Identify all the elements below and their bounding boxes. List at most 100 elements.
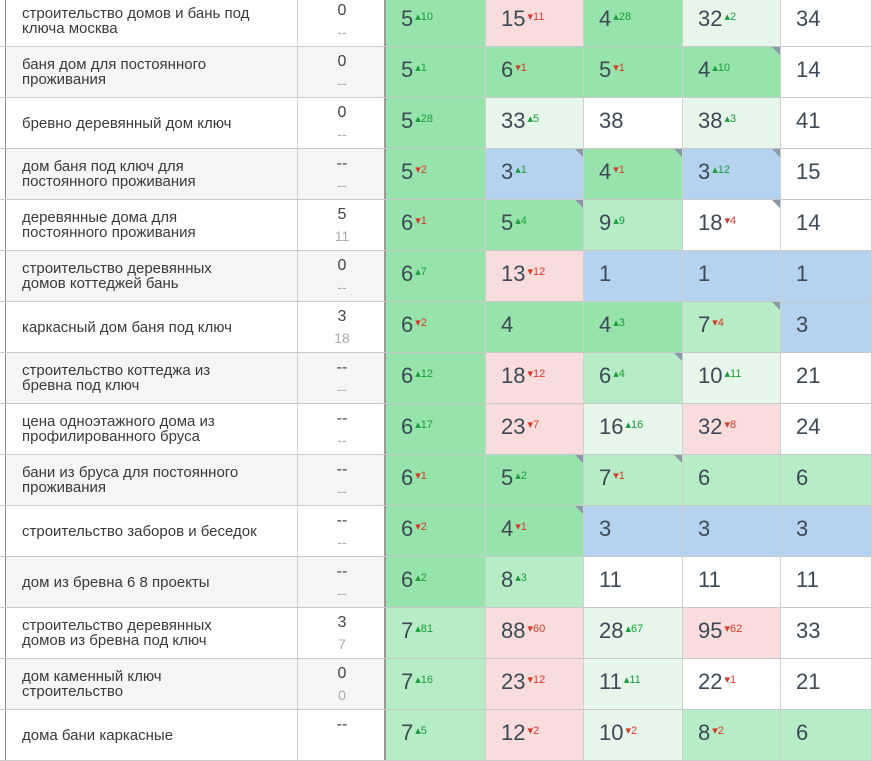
- position-cell[interactable]: 33: [781, 608, 872, 658]
- position-cell[interactable]: 6: [781, 710, 872, 760]
- position-cell[interactable]: 4 ▾1: [486, 506, 584, 556]
- table-row[interactable]: строительство деревянных домов коттеджей…: [0, 251, 872, 302]
- position-cell[interactable]: 3: [781, 302, 872, 352]
- position-cell[interactable]: 11: [683, 557, 781, 607]
- query-cell[interactable]: строительство домов и бань под ключа мос…: [6, 0, 298, 46]
- position-cell[interactable]: 13 ▾12: [486, 251, 584, 301]
- position-cell[interactable]: 32 ▴2: [683, 0, 781, 46]
- position-cell[interactable]: 3 ▴12: [683, 149, 781, 199]
- position-cell[interactable]: 5 ▾2: [386, 149, 486, 199]
- position-cell[interactable]: 7 ▴81: [386, 608, 486, 658]
- position-cell[interactable]: 11 ▴11: [584, 659, 683, 709]
- position-cell[interactable]: 11: [781, 557, 872, 607]
- position-cell[interactable]: 22 ▾1: [683, 659, 781, 709]
- table-row[interactable]: баня дом для постоянного проживания 0 -- 5 ▴…: [0, 47, 872, 98]
- query-cell[interactable]: строительство деревянных домов коттеджей…: [6, 251, 298, 301]
- position-cell[interactable]: 14: [781, 47, 872, 97]
- query-cell[interactable]: бани из бруса для постоянного проживания: [6, 455, 298, 505]
- position-cell[interactable]: 12 ▾2: [486, 710, 584, 760]
- position-cell[interactable]: 15 ▾11: [486, 0, 584, 46]
- query-cell[interactable]: деревянные дома для постоянного проживан…: [6, 200, 298, 250]
- position-cell[interactable]: 38: [584, 98, 683, 148]
- table-row[interactable]: дом каменный ключ строительство 0 0 7 ▴16 23 ▾…: [0, 659, 872, 710]
- table-row[interactable]: строительство деревянных домов из бревна…: [0, 608, 872, 659]
- position-cell[interactable]: 7 ▴16: [386, 659, 486, 709]
- position-cell[interactable]: 4: [486, 302, 584, 352]
- table-row[interactable]: строительство домов и бань под ключа мос…: [0, 0, 872, 47]
- position-cell[interactable]: 95 ▾62: [683, 608, 781, 658]
- position-cell[interactable]: 6 ▴4: [584, 353, 683, 403]
- position-cell[interactable]: 6 ▾2: [386, 506, 486, 556]
- position-cell[interactable]: 3: [781, 506, 872, 556]
- position-cell[interactable]: 41: [781, 98, 872, 148]
- position-cell[interactable]: 5 ▾1: [584, 47, 683, 97]
- table-row[interactable]: строительство заборов и беседок -- -- 6 ▾2 4 ▾…: [0, 506, 872, 557]
- position-cell[interactable]: 6 ▴17: [386, 404, 486, 454]
- position-cell[interactable]: 5 ▴1: [386, 47, 486, 97]
- query-cell[interactable]: строительство коттеджа из бревна под клю…: [6, 353, 298, 403]
- position-cell[interactable]: 6 ▾1: [486, 47, 584, 97]
- position-cell[interactable]: 21: [781, 353, 872, 403]
- position-cell[interactable]: 18 ▾12: [486, 353, 584, 403]
- position-cell[interactable]: 5 ▴10: [386, 0, 486, 46]
- position-cell[interactable]: 6: [683, 455, 781, 505]
- position-cell[interactable]: 15: [781, 149, 872, 199]
- position-cell[interactable]: 6: [781, 455, 872, 505]
- position-cell[interactable]: 8 ▾2: [683, 710, 781, 760]
- position-cell[interactable]: 7 ▾4: [683, 302, 781, 352]
- position-cell[interactable]: 6 ▾1: [386, 455, 486, 505]
- position-cell[interactable]: 4 ▾1: [584, 149, 683, 199]
- position-cell[interactable]: 7 ▾1: [584, 455, 683, 505]
- table-row[interactable]: деревянные дома для постоянного проживан…: [0, 200, 872, 251]
- table-row[interactable]: цена одноэтажного дома из профилированно…: [0, 404, 872, 455]
- position-cell[interactable]: 32 ▾8: [683, 404, 781, 454]
- position-cell[interactable]: 23 ▾12: [486, 659, 584, 709]
- position-cell[interactable]: 14: [781, 200, 872, 250]
- position-cell[interactable]: 6 ▾2: [386, 302, 486, 352]
- position-cell[interactable]: 3: [683, 506, 781, 556]
- position-cell[interactable]: 3 ▴1: [486, 149, 584, 199]
- table-row[interactable]: дом баня под ключ для постоянного прожив…: [0, 149, 872, 200]
- position-cell[interactable]: 10 ▴11: [683, 353, 781, 403]
- position-cell[interactable]: 5 ▴2: [486, 455, 584, 505]
- position-cell[interactable]: 4 ▴10: [683, 47, 781, 97]
- table-row[interactable]: бревно деревянный дом ключ 0 -- 5 ▴28 33 ▴5 38 3…: [0, 98, 872, 149]
- table-row[interactable]: дома бани каркасные -- 7 ▴5 12 ▾2 10 ▾2 8 ▾2 6: [0, 710, 872, 761]
- position-cell[interactable]: 6 ▴12: [386, 353, 486, 403]
- position-cell[interactable]: 4 ▴28: [584, 0, 683, 46]
- position-cell[interactable]: 23 ▾7: [486, 404, 584, 454]
- query-cell[interactable]: строительство деревянных домов из бревна…: [6, 608, 298, 658]
- position-cell[interactable]: 1: [584, 251, 683, 301]
- position-cell[interactable]: 8 ▴3: [486, 557, 584, 607]
- position-cell[interactable]: 24: [781, 404, 872, 454]
- position-cell[interactable]: 38 ▴3: [683, 98, 781, 148]
- position-cell[interactable]: 33 ▴5: [486, 98, 584, 148]
- position-cell[interactable]: 16 ▴16: [584, 404, 683, 454]
- query-cell[interactable]: дома бани каркасные: [6, 710, 298, 760]
- position-cell[interactable]: 10 ▾2: [584, 710, 683, 760]
- query-cell[interactable]: каркасный дом баня под ключ: [6, 302, 298, 352]
- position-cell[interactable]: 34: [781, 0, 872, 46]
- query-cell[interactable]: баня дом для постоянного проживания: [6, 47, 298, 97]
- position-cell[interactable]: 1: [781, 251, 872, 301]
- position-cell[interactable]: 5 ▴4: [486, 200, 584, 250]
- position-cell[interactable]: 21: [781, 659, 872, 709]
- position-cell[interactable]: 6 ▴2: [386, 557, 486, 607]
- position-cell[interactable]: 7 ▴5: [386, 710, 486, 760]
- position-cell[interactable]: 5 ▴28: [386, 98, 486, 148]
- query-cell[interactable]: дом из бревна 6 8 проекты: [6, 557, 298, 607]
- table-row[interactable]: дом из бревна 6 8 проекты -- -- 6 ▴2 8 ▴3 11 11 1…: [0, 557, 872, 608]
- table-row[interactable]: каркасный дом баня под ключ 3 18 6 ▾2 4 4 ▴3 7 ▾4…: [0, 302, 872, 353]
- query-cell[interactable]: бревно деревянный дом ключ: [6, 98, 298, 148]
- query-cell[interactable]: цена одноэтажного дома из профилированно…: [6, 404, 298, 454]
- position-cell[interactable]: 3: [584, 506, 683, 556]
- table-row[interactable]: бани из бруса для постоянного проживания…: [0, 455, 872, 506]
- position-cell[interactable]: 11: [584, 557, 683, 607]
- query-cell[interactable]: строительство заборов и беседок: [6, 506, 298, 556]
- position-cell[interactable]: 4 ▴3: [584, 302, 683, 352]
- position-cell[interactable]: 28 ▴67: [584, 608, 683, 658]
- position-cell[interactable]: 1: [683, 251, 781, 301]
- table-row[interactable]: строительство коттеджа из бревна под клю…: [0, 353, 872, 404]
- position-cell[interactable]: 9 ▴9: [584, 200, 683, 250]
- query-cell[interactable]: дом каменный ключ строительство: [6, 659, 298, 709]
